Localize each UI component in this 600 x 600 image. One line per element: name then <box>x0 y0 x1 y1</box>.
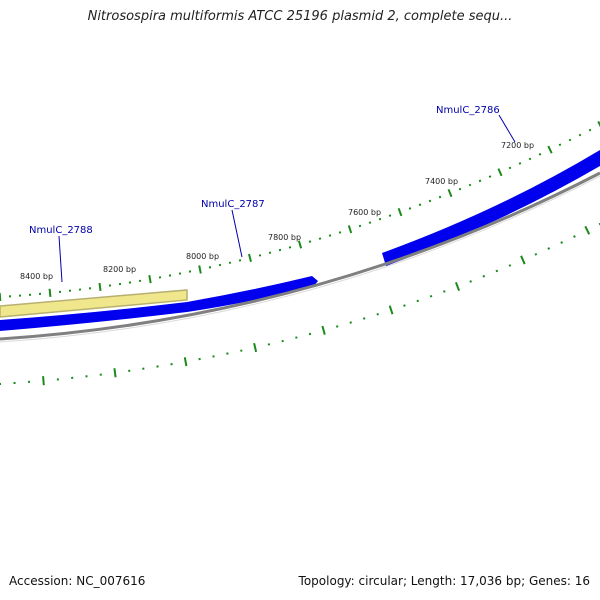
map-summary-text: Topology: circular; Length: 17,036 bp; G… <box>298 574 590 588</box>
gene-label-nmulc-2788[interactable]: NmulC_2788 <box>29 225 93 236</box>
major-tick-mark <box>148 275 152 284</box>
major-tick-mark <box>547 145 553 154</box>
minor-tick-mark <box>403 304 406 307</box>
minor-tick-mark <box>408 207 412 210</box>
gene-label-leader-nmulc-2787 <box>231 209 243 258</box>
minor-tick-mark <box>458 187 462 191</box>
major-tick-mark <box>98 282 102 292</box>
tick-label-8200: 8200 bp <box>103 265 136 274</box>
tick-label-8400: 8400 bp <box>20 272 53 281</box>
tick-label-7200: 7200 bp <box>501 141 534 150</box>
tick-label-7600: 7600 bp <box>348 208 381 217</box>
minor-tick-mark <box>268 251 272 255</box>
accession-text: Accession: NC_007616 <box>9 574 146 588</box>
minor-tick-mark <box>469 280 472 283</box>
major-tick-mark <box>584 225 591 235</box>
minor-tick-mark <box>588 128 592 132</box>
map-title: Nitrosospira multiformis ATCC 25196 plas… <box>87 9 513 24</box>
major-tick-mark <box>347 225 353 234</box>
minor-tick-mark <box>376 312 379 316</box>
minor-tick-mark <box>528 157 532 161</box>
tick-label-7800: 7800 bp <box>268 233 301 242</box>
minor-tick-mark <box>335 325 339 328</box>
minor-tick-mark <box>429 294 433 298</box>
minor-tick-mark <box>578 133 582 137</box>
minor-tick-mark <box>378 217 382 221</box>
backbone-circle <box>0 171 600 341</box>
minor-tick-mark <box>308 240 312 243</box>
minor-tick-mark <box>558 143 562 147</box>
major-tick-mark <box>497 168 503 177</box>
major-tick-mark <box>42 376 45 386</box>
minor-tick-mark <box>478 179 482 183</box>
minor-tick-mark <box>495 269 499 273</box>
minor-tick-mark <box>295 336 298 339</box>
gene-nmulc-2787[interactable] <box>187 276 318 312</box>
minor-tick-mark <box>508 166 512 170</box>
minor-tick-mark <box>318 237 322 240</box>
minor-tick-mark <box>534 252 538 256</box>
minor-tick-mark <box>538 152 542 156</box>
tick-label-7400: 7400 bp <box>425 177 458 186</box>
minor-tick-mark <box>508 264 512 267</box>
minor-tick-mark <box>573 235 576 238</box>
minor-tick-mark <box>388 214 392 217</box>
minor-tick-mark <box>438 195 442 199</box>
tick-label-8000: 8000 bp <box>186 252 219 261</box>
major-tick-mark <box>520 255 526 265</box>
major-tick-mark <box>183 357 188 367</box>
gene-label-leader-nmulc-2786 <box>498 114 516 143</box>
major-tick-mark <box>248 253 252 263</box>
minor-tick-mark <box>281 339 284 343</box>
major-tick-mark <box>597 120 600 128</box>
minor-tick-mark <box>349 321 352 324</box>
minor-tick-mark <box>328 234 332 237</box>
minor-tick-mark <box>482 274 486 278</box>
minor-tick-mark <box>308 332 312 336</box>
minor-tick-mark <box>358 224 362 228</box>
gene-label-nmulc-2787[interactable]: NmulC_2787 <box>201 199 265 210</box>
minor-tick-mark <box>362 317 366 320</box>
minor-tick-mark <box>488 175 492 178</box>
minor-tick-mark <box>428 199 432 203</box>
gene-label-nmulc-2786[interactable]: NmulC_2786 <box>436 105 500 116</box>
minor-tick-mark <box>547 247 551 250</box>
minor-tick-mark <box>560 241 563 244</box>
gene-nmulc-2788[interactable] <box>0 302 187 331</box>
minor-tick-mark <box>468 183 472 187</box>
minor-tick-mark <box>418 203 422 207</box>
outer-tick-ring <box>0 120 600 302</box>
minor-tick-mark <box>278 248 282 252</box>
gene-nmulc-2788-highlight[interactable] <box>0 289 188 318</box>
minor-tick-mark <box>568 138 572 142</box>
minor-tick-mark <box>368 221 372 224</box>
major-tick-mark <box>397 207 403 217</box>
minor-tick-mark <box>443 290 446 293</box>
minor-tick-mark <box>518 162 522 165</box>
gene-nmulc-2786[interactable] <box>382 150 600 266</box>
major-tick-mark <box>321 325 326 335</box>
inner-tick-ring <box>0 222 600 386</box>
major-tick-mark <box>297 240 303 249</box>
major-tick-mark <box>388 305 394 315</box>
major-tick-mark <box>447 189 453 198</box>
backbone-circle-inner <box>0 175 600 343</box>
gene-label-leader-nmulc-2788 <box>58 235 63 283</box>
major-tick-mark <box>113 368 117 378</box>
major-tick-mark <box>198 265 202 274</box>
major-tick-mark <box>253 342 258 353</box>
minor-tick-mark <box>416 299 420 303</box>
minor-tick-mark <box>338 231 342 234</box>
major-tick-mark <box>454 281 461 292</box>
major-tick-mark <box>48 288 52 297</box>
minor-tick-mark <box>288 246 292 249</box>
